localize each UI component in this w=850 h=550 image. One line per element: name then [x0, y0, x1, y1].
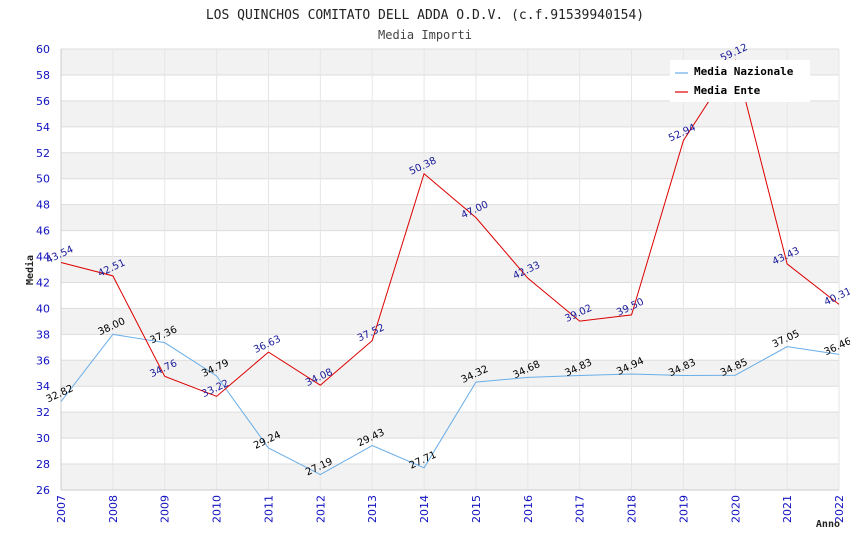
y-tick-label: 60 — [36, 43, 50, 56]
chart-title: LOS QUINCHOS COMITATO DELL ADDA O.D.V. (… — [206, 8, 644, 23]
y-tick-label: 34 — [36, 380, 50, 393]
x-tick-label: 2021 — [781, 495, 794, 523]
x-tick-label: 2011 — [262, 495, 275, 523]
y-tick-label: 26 — [36, 484, 50, 497]
y-tick-label: 38 — [36, 328, 50, 341]
y-tick-label: 40 — [36, 302, 50, 315]
x-tick-label: 2019 — [677, 495, 690, 523]
y-tick-label: 42 — [36, 276, 50, 289]
y-tick-label: 54 — [36, 121, 50, 134]
y-tick-label: 44 — [36, 251, 50, 264]
x-tick-label: 2014 — [418, 495, 431, 523]
grid-band — [61, 360, 839, 387]
grid-band — [61, 256, 839, 283]
grid-band — [61, 204, 839, 231]
x-tick-label: 2012 — [314, 495, 327, 523]
x-tick-label: 2016 — [522, 495, 535, 523]
x-axis-label: Anno — [816, 519, 840, 530]
grid-band — [61, 464, 839, 490]
x-tick-label: 2010 — [211, 495, 224, 523]
x-tick-label: 2020 — [729, 495, 742, 523]
legend-label-ente: Media Ente — [694, 84, 761, 97]
x-tick-label: 2018 — [626, 495, 639, 523]
y-tick-label: 50 — [36, 173, 50, 186]
grid-band — [61, 152, 839, 179]
data-label-ente: 40.31 — [823, 286, 850, 308]
y-tick-labels: 26 28 30 32 34 36 38 40 42 44 46 48 50 52 54 56 58 60 — [36, 43, 50, 497]
y-tick-label: 58 — [36, 69, 50, 82]
x-tick-label: 2007 — [55, 495, 68, 523]
x-tick-label: 2008 — [107, 495, 120, 523]
x-tick-labels: 2007 2008 2009 2010 2011 2012 2013 2014 2015 2016… — [55, 495, 846, 523]
y-tick-label: 36 — [36, 354, 50, 367]
x-tick-label: 2017 — [574, 495, 587, 523]
y-tick-label: 52 — [36, 147, 50, 160]
legend: Media Nazionale Media Ente — [670, 60, 810, 102]
y-tick-label: 56 — [36, 95, 50, 108]
x-tick-label: 2015 — [470, 495, 483, 523]
x-tick-label: 2009 — [159, 495, 172, 523]
y-axis-label: Media — [24, 255, 36, 285]
y-tick-label: 32 — [36, 406, 50, 419]
y-tick-label: 30 — [36, 432, 50, 445]
x-tick-label: 2022 — [833, 495, 846, 523]
legend-label-nazionale: Media Nazionale — [694, 65, 794, 78]
series-line-nazionale — [60, 333, 840, 476]
grid-lines — [60, 48, 840, 491]
legend-background — [670, 60, 810, 102]
x-tick-label: 2013 — [366, 495, 379, 523]
y-tick-label: 48 — [36, 199, 50, 212]
chart-subtitle: Media Importi — [378, 28, 472, 42]
data-label-nazionale: 36.46 — [823, 336, 850, 358]
grid-band — [61, 308, 839, 335]
y-tick-label: 28 — [36, 458, 50, 471]
y-tick-label: 46 — [36, 225, 50, 238]
grid-band — [61, 100, 839, 127]
grid-bands — [61, 49, 839, 490]
